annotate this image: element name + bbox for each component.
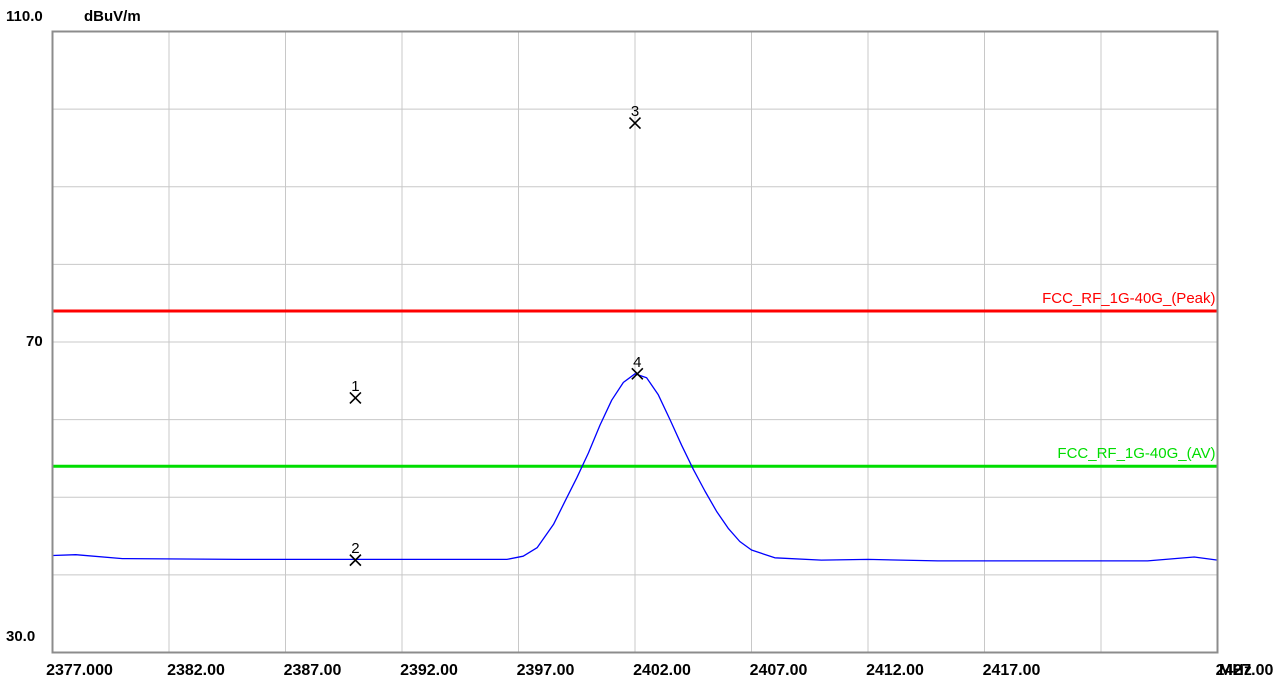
x-tick-label: 2407.00 [750,662,808,679]
trace-group [52,373,1218,562]
x-axis-unit-label: MHz [1219,662,1252,679]
x-tick-label: 2402.00 [633,662,691,679]
marker-4-cross [631,367,644,380]
y-top-value-label: 110.0 [6,8,43,25]
marker-4-label: 4 [633,354,641,371]
marker-2-cross [349,554,362,567]
x-tick-label: 2397.00 [517,662,575,679]
marker-1-cross [349,391,362,404]
x-tick-label: 2427.00 [1216,662,1274,679]
marker-1-label: 1 [351,378,359,395]
limit-line-label-2: FCC_RF_1G-40G_(AV) [1057,445,1215,462]
x-tick-label: 2392.00 [400,662,458,679]
marker-3-cross [628,117,642,130]
marker-3-label: 3 [631,103,639,120]
limit-line-label-1: FCC_RF_1G-40G_(Peak) [1042,290,1215,307]
trace-series-1 [52,373,1218,562]
x-tick-label: 2387.00 [284,662,342,679]
x-tick-labels: 2377.000 2382.00 2387.00 2392.00 2397.00 2402… [46,662,1273,679]
x-tick-label: 2412.00 [866,662,924,679]
markers-group: 1 2 3 4 [349,103,644,567]
x-tick-label: 2417.00 [983,662,1041,679]
plot-grid [52,31,1218,653]
marker-2-label: 2 [351,540,359,557]
y-bottom-value-label: 30.0 [6,628,35,645]
plot-frame [51,30,1219,654]
y-mid-value-label: 70 [26,333,43,350]
limit-lines: FCC_RF_1G-40G_(Peak) FCC_RF_1G-40G_(AV) [52,290,1218,468]
x-tick-label: 2382.00 [167,662,225,679]
y-axis-unit-label: dBuV/m [84,8,141,25]
x-tick-label: 2377.000 [46,662,113,679]
